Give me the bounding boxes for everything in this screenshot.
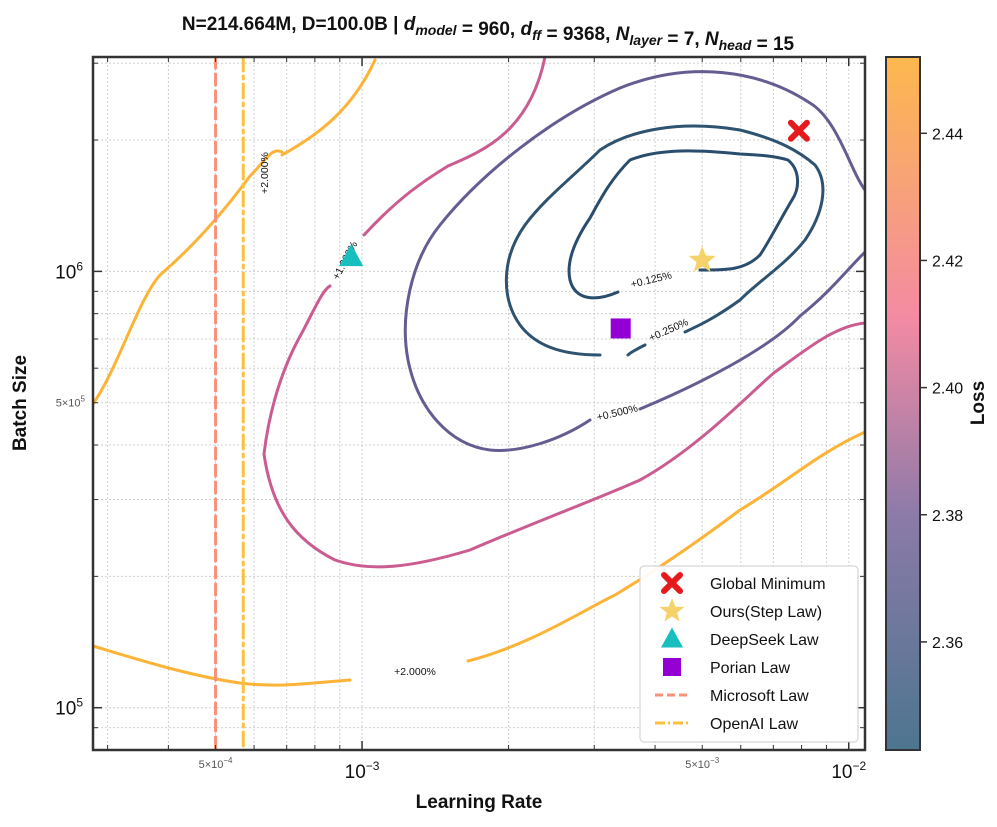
- title-part: model: [415, 22, 457, 38]
- y-tick-label-1e5: 105: [55, 696, 83, 720]
- title-prefix: N=214.664M, D=100.0B |: [182, 14, 404, 35]
- x-tick-labels: 10−3 10−2 5×10−4 5×10−3: [199, 756, 867, 783]
- colorbar-label: Loss: [968, 381, 989, 425]
- colorbar-gradient: [885, 56, 921, 751]
- legend-item: Microsoft Law: [655, 688, 809, 705]
- contour-2000-upper: [93, 149, 284, 406]
- x-minor-tick-label-5e-3: 5×10−3: [685, 756, 719, 771]
- legend-star-icon: [659, 598, 685, 622]
- contour-label-0250: +0.250%: [647, 316, 690, 344]
- title-part: = 7,: [662, 29, 705, 50]
- contour-2000-lower-right: [466, 430, 865, 663]
- contour-0250: [504, 124, 825, 357]
- title-part: head: [719, 37, 752, 53]
- legend-x-icon: [661, 572, 683, 594]
- contour-label-2000-vertical: +2.000%: [259, 152, 271, 194]
- markers: [339, 119, 810, 339]
- colorbar-tick-label: 2.44: [932, 126, 963, 143]
- title-part: layer: [629, 32, 663, 48]
- colorbar-tick-label: 2.42: [932, 253, 963, 270]
- contour-2000-upper-right: [280, 58, 377, 157]
- contour-labels: +0.125% +0.250% +0.500% +1.000% +2.000% …: [259, 152, 690, 678]
- legend: Global Minimum Ours(Step Law) DeepSeek Law…: [639, 565, 859, 743]
- title-part: = 15: [751, 34, 794, 55]
- contour-label-2000-bottom: +2.000%: [394, 666, 436, 678]
- title-part: d: [521, 19, 533, 40]
- global-minimum-marker: [787, 119, 810, 142]
- contour-0250-lbl-gap: [626, 343, 647, 357]
- x-axis-label: Learning Rate: [416, 792, 543, 813]
- legend-label: Microsoft Law: [710, 688, 809, 705]
- legend-item: DeepSeek Law: [661, 627, 819, 649]
- legend-triangle-icon: [661, 627, 683, 648]
- colorbar: 2.36 2.38 2.40 2.42 2.44 Loss: [885, 56, 989, 751]
- title-part: N: [705, 29, 720, 50]
- title-part: N: [616, 24, 631, 45]
- porian-law-marker: [610, 318, 631, 339]
- contour-label-0500: +0.500%: [596, 403, 639, 424]
- legend-square-icon: [663, 658, 681, 676]
- y-minor-tick-label-5e5: 5×105: [56, 395, 86, 410]
- title-part: ff: [532, 27, 542, 43]
- title-part: d: [404, 14, 416, 35]
- title-part: = 9368,: [541, 24, 615, 45]
- legend-label: OpenAI Law: [710, 716, 799, 733]
- colorbar-tick-label: 2.36: [932, 635, 963, 652]
- legend-item: Global Minimum: [661, 572, 826, 594]
- x-tick-label-1e-2: 10−2: [831, 759, 866, 783]
- legend-item: Ours(Step Law): [659, 598, 822, 622]
- legend-label: Global Minimum: [710, 576, 826, 593]
- plot-frame: [91, 55, 867, 752]
- contour-0125: [567, 149, 799, 300]
- deepseek-law-marker: [339, 244, 364, 267]
- legend-box: [639, 565, 859, 743]
- contour-0500: [403, 70, 865, 452]
- y-axis-label: Batch Size: [10, 355, 31, 451]
- contour-2000-lower-left: [93, 644, 352, 687]
- title-part: = 960,: [457, 19, 521, 40]
- y-tick-labels: 105 106 5×105: [55, 259, 85, 719]
- legend-item: OpenAI Law: [655, 716, 799, 733]
- legend-label: DeepSeek Law: [710, 632, 819, 649]
- x-minor-tick-label-5e-4: 5×10−4: [199, 756, 233, 771]
- chart-title: N=214.664M, D=100.0B | dmodel = 960, dff…: [182, 14, 795, 55]
- contour-1000: [262, 57, 865, 569]
- legend-label: Porian Law: [710, 660, 790, 677]
- step-law-marker: [688, 246, 716, 272]
- y-tick-label-1e6: 106: [55, 259, 83, 283]
- x-tick-label-1e-3: 10−3: [345, 759, 380, 783]
- colorbar-tick-label: 2.40: [932, 381, 963, 398]
- legend-label: Ours(Step Law): [710, 604, 822, 621]
- legend-item: Porian Law: [663, 658, 790, 677]
- contours: [93, 57, 865, 750]
- colorbar-tick-label: 2.38: [932, 508, 963, 525]
- contour-label-0125: +0.125%: [630, 270, 673, 291]
